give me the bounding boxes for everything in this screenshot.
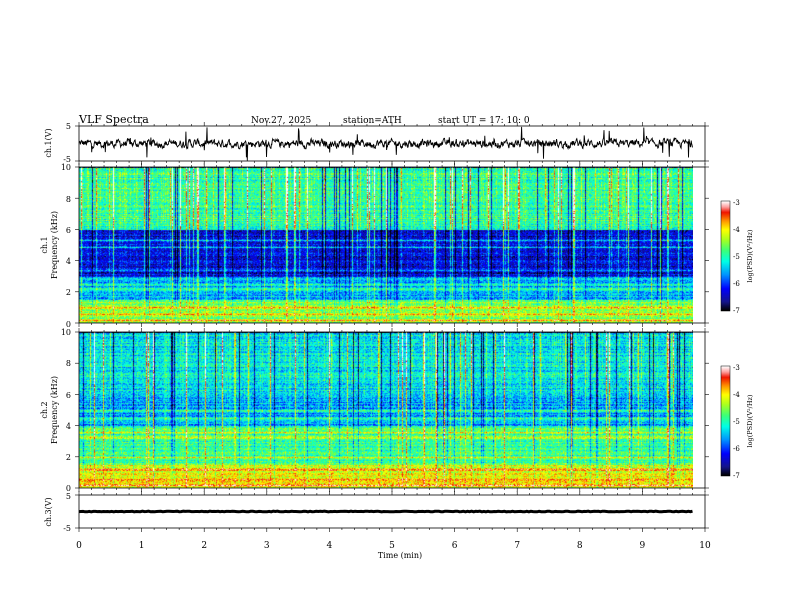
ch1-trace-ytick-bottom: -5 (63, 155, 71, 164)
ch2-ytick-10: 10 (61, 328, 71, 337)
figure-title: VLF Spectra (78, 113, 149, 126)
ch1-ytick-4: 4 (66, 257, 71, 266)
x-tick-1: 1 (139, 541, 145, 551)
ch3-trace-ytick-top: 5 (66, 492, 71, 501)
x-axis-label: Time (min) (378, 551, 422, 560)
ch2-channel-label: ch.2 (40, 401, 49, 418)
ch1-colorbar (721, 201, 730, 311)
x-tick-10: 10 (699, 541, 711, 551)
ch1-spectrogram-image (79, 167, 693, 323)
ch1-trace-panel: 5 -5 ch.1(V) (44, 122, 709, 165)
ch2-cbar-tick-m4: -4 (733, 391, 740, 399)
ch1-channel-label: ch.1 (40, 236, 49, 253)
ch2-cbar-tick-m6: -6 (733, 445, 740, 453)
ch2-cbar-tick-m5: -5 (733, 418, 740, 426)
ch1-cbar-tick-m5: -5 (733, 253, 740, 261)
ch1-cbar-label: log(PSD)(V²/Hz) (746, 229, 754, 282)
x-tick-2: 2 (201, 541, 207, 551)
ch3-trace-ylabel: ch.3(V) (44, 497, 53, 526)
ch3-trace-panel: 5 -5 ch.3(V) (44, 491, 709, 533)
ch2-ytick-4: 4 (66, 422, 71, 431)
ch2-spectrogram-image (79, 332, 693, 488)
ch2-ylabel: Frequency (kHz) (50, 376, 59, 444)
ch1-spectrogram-panel: 0 2 4 6 8 10 ch.1 Frequency (kHz) -3 -4 … (40, 163, 754, 329)
ch1-spectrogram-ticks (75, 163, 709, 327)
ch1-trace-ytick-top: 5 (66, 122, 71, 131)
ch2-colorbar-frame (720, 365, 731, 477)
ch1-cbar-tick-m7: -7 (733, 307, 740, 315)
ch1-trace-ylabel: ch.1(V) (44, 128, 53, 157)
ch3-trace-ticks (75, 491, 709, 532)
ch2-ytick-8: 8 (66, 359, 71, 368)
x-tick-7: 7 (514, 541, 520, 551)
ch1-ytick-0: 0 (66, 320, 71, 329)
x-tick-4: 4 (327, 541, 333, 551)
ch2-cbar-tick-m3: -3 (733, 364, 740, 372)
ch1-ytick-8: 8 (66, 195, 71, 204)
ch1-trace-ticks (75, 122, 709, 165)
ch1-trace-line (78, 126, 693, 161)
date-label: Nov.27, 2025 (251, 116, 312, 126)
ch2-colorbar (721, 366, 730, 476)
x-tick-6: 6 (452, 541, 458, 551)
x-tick-3: 3 (264, 541, 270, 551)
ch2-ytick-2: 2 (66, 453, 71, 462)
x-tick-0: 0 (76, 541, 82, 551)
x-tick-8: 8 (577, 541, 583, 551)
start-time-label: start UT = 17: 10: 0 (438, 116, 530, 126)
station-label: station=ATH (343, 116, 402, 126)
ch1-cbar-tick-m4: -4 (733, 226, 740, 234)
ch1-cbar-tick-m6: -6 (733, 280, 740, 288)
ch1-ytick-10: 10 (61, 163, 71, 172)
ch2-cbar-label: log(PSD)(V²/Hz) (746, 394, 754, 447)
ch1-cbar-tick-m3: -3 (733, 199, 740, 207)
ch3-trace-ytick-bottom: -5 (63, 524, 71, 533)
ch3-trace-line (78, 509, 693, 514)
ch1-ylabel: Frequency (kHz) (50, 211, 59, 279)
ch2-ytick-0: 0 (66, 484, 71, 493)
x-tick-9: 9 (640, 541, 646, 551)
x-axis: 0 1 2 3 4 5 6 7 8 9 10 Time (min) (76, 541, 711, 560)
ch1-ytick-6: 6 (66, 226, 71, 235)
ch2-spectrogram-panel: 0 2 4 6 8 10 ch.2 Frequency (kHz) -3 -4 … (40, 328, 754, 493)
x-tick-5: 5 (389, 541, 395, 551)
ch1-ytick-2: 2 (66, 288, 71, 297)
ch1-colorbar-frame (720, 200, 731, 312)
ch2-cbar-tick-m7: -7 (733, 472, 740, 480)
ch2-ytick-6: 6 (66, 391, 71, 400)
